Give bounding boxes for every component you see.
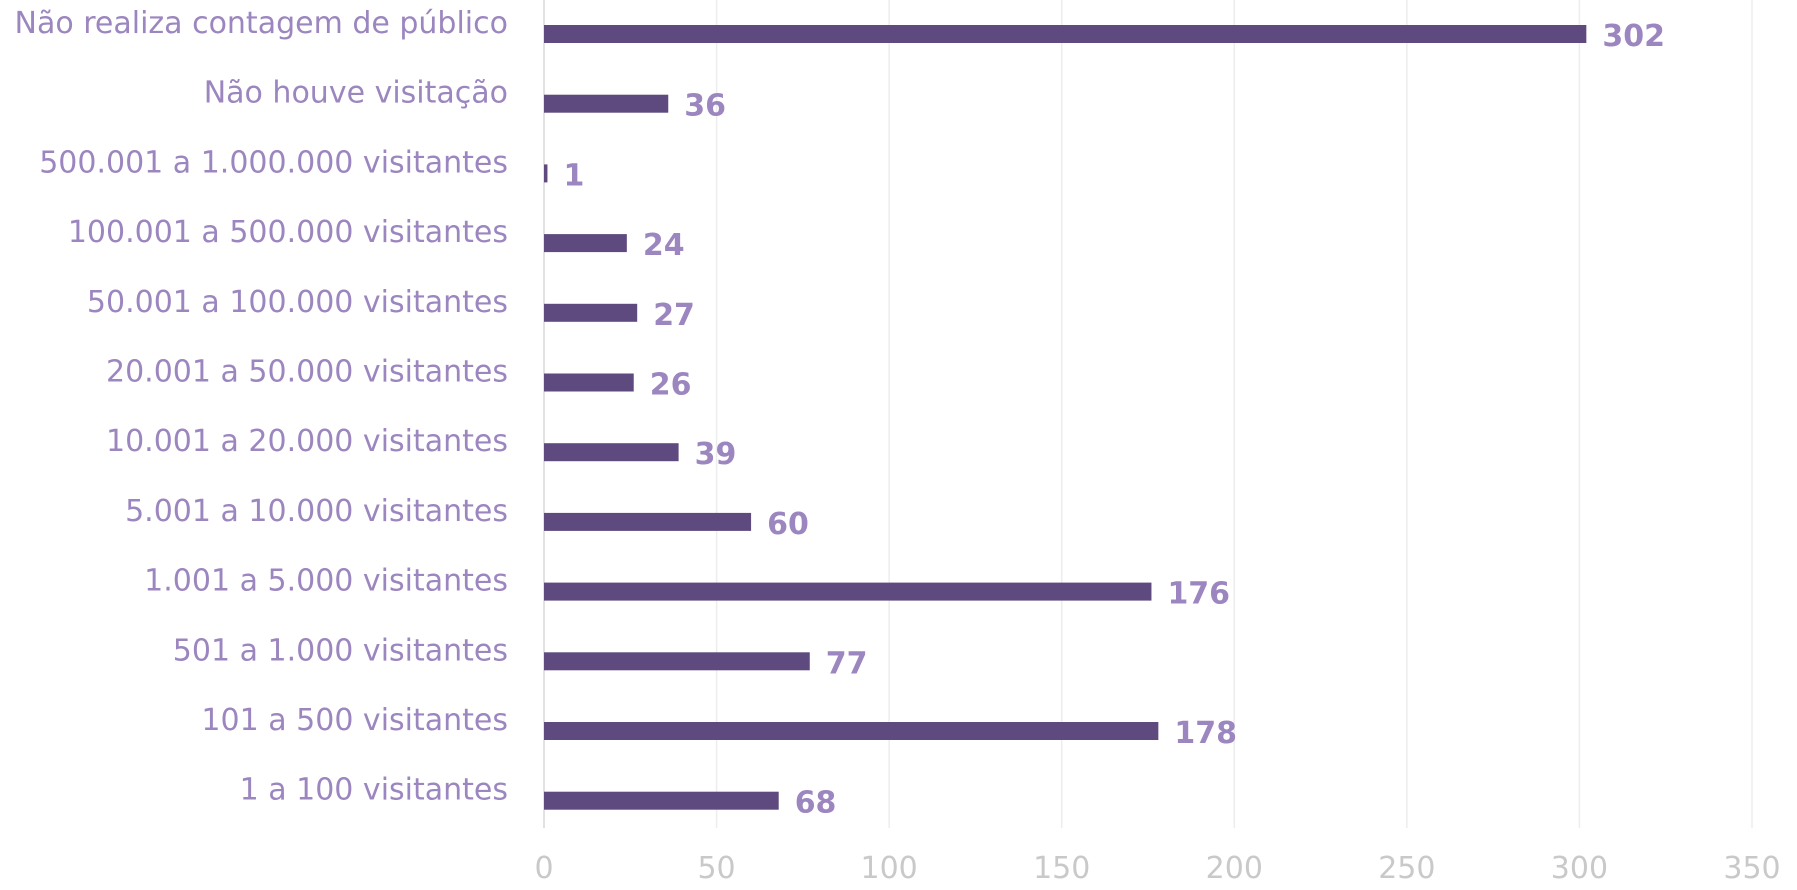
bar: [544, 791, 779, 810]
data-label: 302: [1602, 19, 1665, 54]
category-label: 10.001 a 20.000 visitantes: [106, 424, 508, 459]
data-label: 68: [795, 786, 837, 821]
category-label: 100.001 a 500.000 visitantes: [68, 215, 508, 250]
category-label: 101 a 500 visitantes: [201, 703, 508, 738]
bar: [544, 373, 634, 392]
bar: [544, 443, 679, 462]
x-tick-label: 100: [861, 851, 918, 886]
category-label: 5.001 a 10.000 visitantes: [125, 494, 508, 529]
gridlines: [543, 0, 1753, 828]
data-label: 27: [653, 298, 695, 333]
category-label: 1.001 a 5.000 visitantes: [144, 564, 508, 599]
bar: [544, 652, 810, 671]
category-label: 50.001 a 100.000 visitantes: [87, 285, 508, 320]
x-tick-label: 150: [1033, 851, 1090, 886]
x-tick-label: 50: [697, 851, 735, 886]
category-label: 1 a 100 visitantes: [240, 773, 508, 808]
x-tick-label: 350: [1723, 851, 1780, 886]
data-label: 36: [684, 89, 726, 124]
category-labels: Não realiza contagem de público Não houve…: [15, 6, 509, 808]
bar: [544, 164, 548, 183]
category-label: Não houve visitação: [204, 76, 508, 111]
category-label: 501 a 1.000 visitantes: [173, 633, 508, 668]
data-label: 26: [650, 368, 692, 403]
x-axis-ticks: 0 50 100 150 200 250 300 350: [534, 851, 1780, 886]
data-label: 176: [1167, 577, 1230, 612]
data-label: 24: [643, 228, 685, 263]
data-label: 39: [695, 437, 737, 472]
x-tick-label: 0: [534, 851, 553, 886]
bar: [544, 722, 1159, 740]
bar: [544, 234, 627, 253]
category-label: 500.001 a 1.000.000 visitantes: [39, 145, 508, 180]
data-label: 60: [767, 507, 809, 542]
bar: [544, 94, 669, 113]
data-label: 77: [826, 646, 868, 681]
category-label: Não realiza contagem de público: [15, 6, 509, 41]
bar: [544, 512, 752, 531]
bar: [544, 25, 1587, 43]
x-tick-label: 300: [1551, 851, 1608, 886]
data-label: 178: [1174, 716, 1237, 751]
bars: [544, 25, 1587, 810]
x-tick-label: 250: [1378, 851, 1435, 886]
data-label: 1: [563, 158, 584, 193]
bar: [544, 582, 1152, 601]
category-label: 20.001 a 50.000 visitantes: [106, 355, 508, 390]
x-tick-label: 200: [1206, 851, 1263, 886]
bar: [544, 303, 638, 322]
